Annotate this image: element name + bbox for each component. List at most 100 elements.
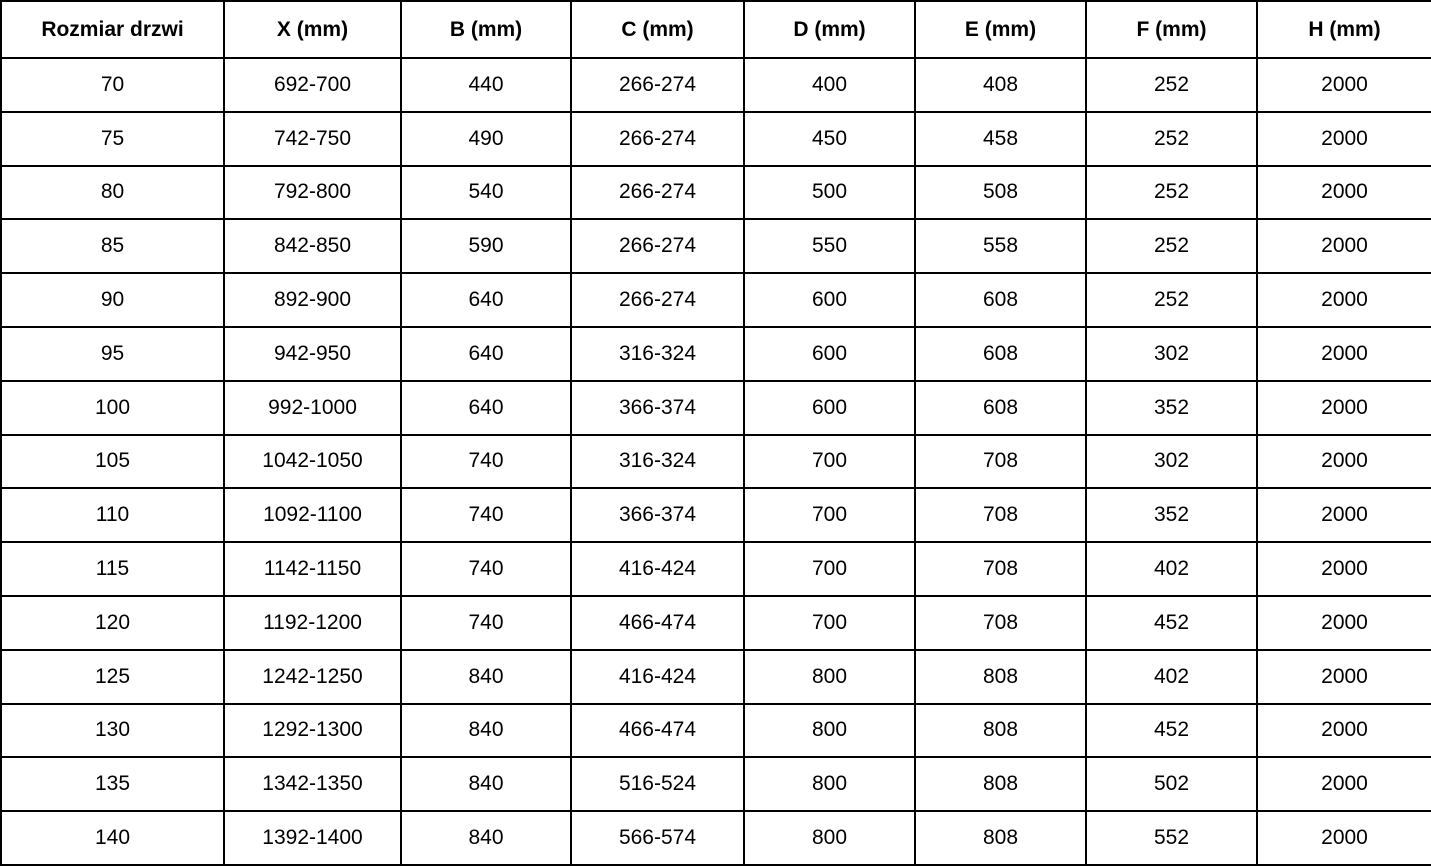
- table-cell: 640: [400, 272, 572, 328]
- table-cell: 590: [400, 218, 572, 275]
- table-cell: 840: [400, 648, 572, 705]
- table-cell: 2000: [1256, 110, 1431, 167]
- table-cell: 252: [1085, 164, 1258, 221]
- table-cell: 316-324: [570, 433, 745, 490]
- table-cell: 266-274: [570, 272, 745, 328]
- table-cell: 608: [914, 272, 1087, 328]
- table-cell: 600: [743, 325, 916, 382]
- table-cell: 600: [743, 379, 916, 436]
- table-cell: 120: [0, 594, 225, 651]
- table-cell: 2000: [1256, 57, 1431, 113]
- table-cell: 252: [1085, 110, 1258, 167]
- table-cell: 85: [0, 218, 225, 275]
- table-cell: 540: [400, 164, 572, 221]
- table-cell: 466-474: [570, 702, 745, 759]
- column-header: H (mm): [1256, 0, 1431, 59]
- table-row: 130 1292-1300 840 466-474 800 808 452 2000: [0, 702, 1431, 759]
- table-cell: 516-524: [570, 756, 745, 813]
- table-cell: 2000: [1256, 487, 1431, 544]
- table-cell: 135: [0, 756, 225, 813]
- table-cell: 70: [0, 57, 225, 113]
- table-cell: 100: [0, 379, 225, 436]
- table-cell: 800: [743, 756, 916, 813]
- table-cell: 2000: [1256, 702, 1431, 759]
- table-row: 135 1342-1350 840 516-524 800 808 502 2000: [0, 756, 1431, 813]
- table-cell: 302: [1085, 325, 1258, 382]
- table-cell: 742-750: [223, 110, 402, 167]
- table-cell: 800: [743, 810, 916, 866]
- table-cell: 808: [914, 648, 1087, 705]
- table-cell: 266-274: [570, 110, 745, 167]
- table-cell: 840: [400, 702, 572, 759]
- table-cell: 552: [1085, 810, 1258, 866]
- column-header: E (mm): [914, 0, 1087, 59]
- table-cell: 2000: [1256, 272, 1431, 328]
- table-cell: 75: [0, 110, 225, 167]
- table-cell: 1292-1300: [223, 702, 402, 759]
- table-cell: 1042-1050: [223, 433, 402, 490]
- table-cell: 115: [0, 541, 225, 597]
- table-cell: 992-1000: [223, 379, 402, 436]
- table-cell: 452: [1085, 594, 1258, 651]
- table-header: Rozmiar drzwi X (mm) B (mm) C (mm) D (mm) E (…: [0, 0, 1431, 59]
- table-cell: 700: [743, 487, 916, 544]
- table-row: 120 1192-1200 740 466-474 700 708 452 2000: [0, 594, 1431, 651]
- table-cell: 708: [914, 541, 1087, 597]
- table-cell: 352: [1085, 379, 1258, 436]
- table-cell: 892-900: [223, 272, 402, 328]
- table-cell: 2000: [1256, 756, 1431, 813]
- table-row: 80 792-800 540 266-274 500 508 252 2000: [0, 164, 1431, 221]
- table-cell: 125: [0, 648, 225, 705]
- table-cell: 452: [1085, 702, 1258, 759]
- table-cell: 808: [914, 756, 1087, 813]
- table-cell: 366-374: [570, 379, 745, 436]
- table-cell: 842-850: [223, 218, 402, 275]
- column-header: B (mm): [400, 0, 572, 59]
- table-cell: 266-274: [570, 164, 745, 221]
- table-header-row: Rozmiar drzwi X (mm) B (mm) C (mm) D (mm) E (…: [0, 0, 1431, 59]
- table-cell: 366-374: [570, 487, 745, 544]
- table-cell: 942-950: [223, 325, 402, 382]
- table-row: 95 942-950 640 316-324 600 608 302 2000: [0, 325, 1431, 382]
- table-cell: 608: [914, 325, 1087, 382]
- table-cell: 266-274: [570, 218, 745, 275]
- table-cell: 708: [914, 487, 1087, 544]
- table-cell: 252: [1085, 57, 1258, 113]
- table-cell: 95: [0, 325, 225, 382]
- table-cell: 416-424: [570, 541, 745, 597]
- column-header: C (mm): [570, 0, 745, 59]
- table-cell: 700: [743, 594, 916, 651]
- table-cell: 458: [914, 110, 1087, 167]
- table-cell: 352: [1085, 487, 1258, 544]
- table-cell: 2000: [1256, 594, 1431, 651]
- column-header: Rozmiar drzwi: [0, 0, 225, 59]
- table-cell: 252: [1085, 218, 1258, 275]
- table-cell: 1392-1400: [223, 810, 402, 866]
- table-row: 105 1042-1050 740 316-324 700 708 302 2000: [0, 433, 1431, 490]
- table-row: 125 1242-1250 840 416-424 800 808 402 2000: [0, 648, 1431, 705]
- table-cell: 840: [400, 756, 572, 813]
- table-cell: 402: [1085, 541, 1258, 597]
- table-cell: 740: [400, 487, 572, 544]
- table-cell: 700: [743, 541, 916, 597]
- table-cell: 600: [743, 272, 916, 328]
- table-cell: 800: [743, 648, 916, 705]
- table-cell: 416-424: [570, 648, 745, 705]
- table-cell: 1142-1150: [223, 541, 402, 597]
- table-cell: 252: [1085, 272, 1258, 328]
- table-cell: 440: [400, 57, 572, 113]
- table-cell: 266-274: [570, 57, 745, 113]
- table-cell: 130: [0, 702, 225, 759]
- table-body: 70 692-700 440 266-274 400 408 252 2000 75 742-75…: [0, 57, 1431, 866]
- table-row: 110 1092-1100 740 366-374 700 708 352 2000: [0, 487, 1431, 544]
- table-cell: 608: [914, 379, 1087, 436]
- table-cell: 640: [400, 379, 572, 436]
- table-cell: 466-474: [570, 594, 745, 651]
- table-row: 100 992-1000 640 366-374 600 608 352 2000: [0, 379, 1431, 436]
- table-row: 85 842-850 590 266-274 550 558 252 2000: [0, 218, 1431, 275]
- column-header: F (mm): [1085, 0, 1258, 59]
- table-cell: 740: [400, 541, 572, 597]
- table-cell: 90: [0, 272, 225, 328]
- table-cell: 700: [743, 433, 916, 490]
